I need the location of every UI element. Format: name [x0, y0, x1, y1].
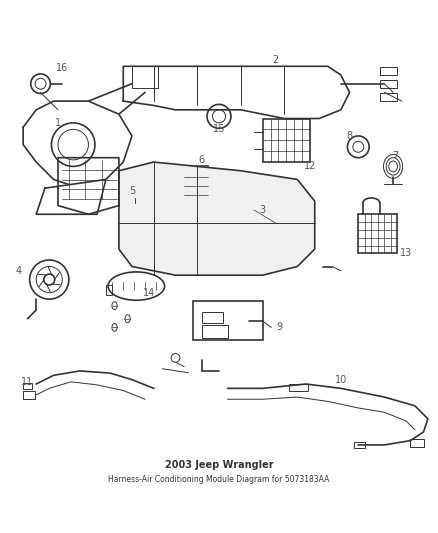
- Text: 14: 14: [143, 288, 155, 297]
- Text: Harness-Air Conditioning Module Diagram for 5073183AA: Harness-Air Conditioning Module Diagram …: [108, 475, 330, 484]
- Bar: [106, 285, 113, 295]
- Bar: [410, 439, 424, 447]
- Ellipse shape: [44, 274, 55, 285]
- Text: 7: 7: [392, 150, 399, 160]
- Bar: [380, 67, 397, 75]
- Bar: [23, 391, 35, 399]
- Bar: [127, 190, 143, 198]
- Text: 2: 2: [272, 55, 279, 65]
- Text: 10: 10: [335, 375, 347, 385]
- Text: 1: 1: [55, 118, 61, 128]
- Bar: [289, 384, 308, 391]
- Text: 13: 13: [400, 248, 412, 259]
- Bar: [193, 301, 262, 341]
- Bar: [354, 442, 365, 448]
- Bar: [23, 383, 32, 389]
- Text: 16: 16: [56, 63, 68, 74]
- Text: 11: 11: [21, 377, 34, 387]
- Bar: [358, 214, 397, 254]
- Text: 6: 6: [198, 155, 205, 165]
- Bar: [184, 166, 208, 199]
- Text: 15: 15: [213, 124, 225, 134]
- Polygon shape: [119, 162, 315, 275]
- Polygon shape: [36, 180, 106, 214]
- Bar: [201, 312, 223, 323]
- Text: 8: 8: [346, 131, 353, 141]
- Text: 9: 9: [277, 322, 283, 333]
- Bar: [380, 80, 397, 88]
- Text: 4: 4: [16, 266, 22, 276]
- Text: 5: 5: [129, 186, 135, 196]
- Text: 3: 3: [259, 205, 265, 215]
- Text: 2003 Jeep Wrangler: 2003 Jeep Wrangler: [165, 459, 273, 470]
- Bar: [132, 66, 158, 88]
- Bar: [380, 93, 397, 101]
- Bar: [262, 118, 311, 162]
- Bar: [201, 325, 228, 338]
- Text: 12: 12: [304, 161, 317, 172]
